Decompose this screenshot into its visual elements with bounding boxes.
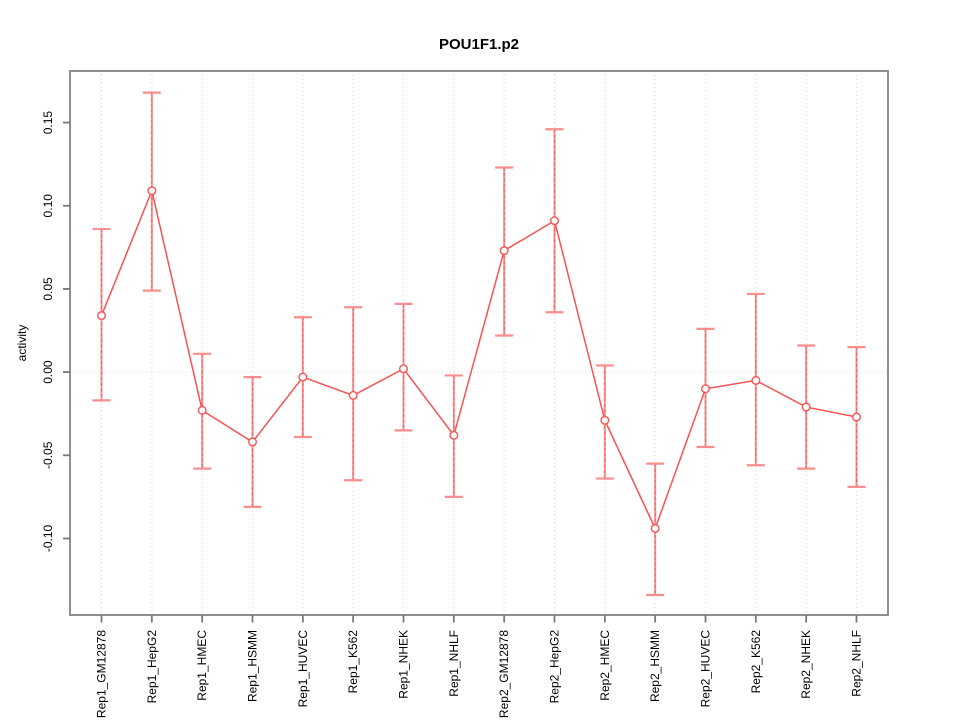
x-tick-label: Rep2_HMEC <box>598 630 612 701</box>
data-point-marker <box>298 372 308 382</box>
x-tick-label: Rep1_HMEC <box>195 630 209 701</box>
data-point-marker <box>348 390 358 400</box>
x-tick-label: Rep1_HepG2 <box>145 630 159 704</box>
data-point-marker <box>852 412 862 422</box>
x-tick-label: Rep2_NHLF <box>850 630 864 697</box>
data-point-marker <box>247 437 257 447</box>
x-tick-label: Rep2_HUVEC <box>699 630 713 708</box>
chart-title: POU1F1.p2 <box>439 36 519 53</box>
x-tick-label: Rep2_HSMM <box>648 630 662 702</box>
x-tick-label: Rep2_HepG2 <box>548 630 562 704</box>
data-point-marker <box>197 405 207 415</box>
data-point-marker <box>147 186 157 196</box>
x-tick-label: Rep1_NHLF <box>447 630 461 697</box>
data-point-marker <box>96 311 106 321</box>
data-point-marker <box>399 364 409 374</box>
x-tick-label: Rep1_NHEK <box>397 630 411 699</box>
plot-layers: 0.15 0.10 0.05 0.00 -0.05 -0.10 Rep1_GM12878 Re… <box>41 70 889 718</box>
data-point-marker <box>499 246 509 256</box>
data-point-marker <box>801 402 811 412</box>
data-point-marker <box>650 523 660 533</box>
y-tick-label: -0.10 <box>41 524 55 552</box>
y-tick-label: 0.10 <box>41 194 55 218</box>
data-point-marker <box>701 384 711 394</box>
x-tick-label: Rep1_GM12878 <box>95 630 109 718</box>
data-point-marker <box>751 375 761 385</box>
x-tick-label: Rep1_HSMM <box>246 630 260 702</box>
data-point-marker <box>600 415 610 425</box>
data-point-marker <box>449 430 459 440</box>
x-tick-label: Rep2_GM12878 <box>497 630 511 718</box>
plot-frame <box>69 70 889 616</box>
y-tick-label: 0.00 <box>41 360 55 384</box>
y-axis-title: activity <box>15 325 29 362</box>
y-tick-label: 0.15 <box>41 111 55 135</box>
y-tick-label: 0.05 <box>41 277 55 301</box>
x-tick-label: Rep1_K562 <box>346 630 360 694</box>
x-tick-label: Rep1_HUVEC <box>296 630 310 708</box>
data-point-marker <box>550 216 560 226</box>
y-tick-label: -0.05 <box>41 441 55 469</box>
series-line <box>100 188 857 531</box>
x-tick-label: Rep2_NHEK <box>799 630 813 699</box>
x-tick-label: Rep2_K562 <box>749 630 763 694</box>
